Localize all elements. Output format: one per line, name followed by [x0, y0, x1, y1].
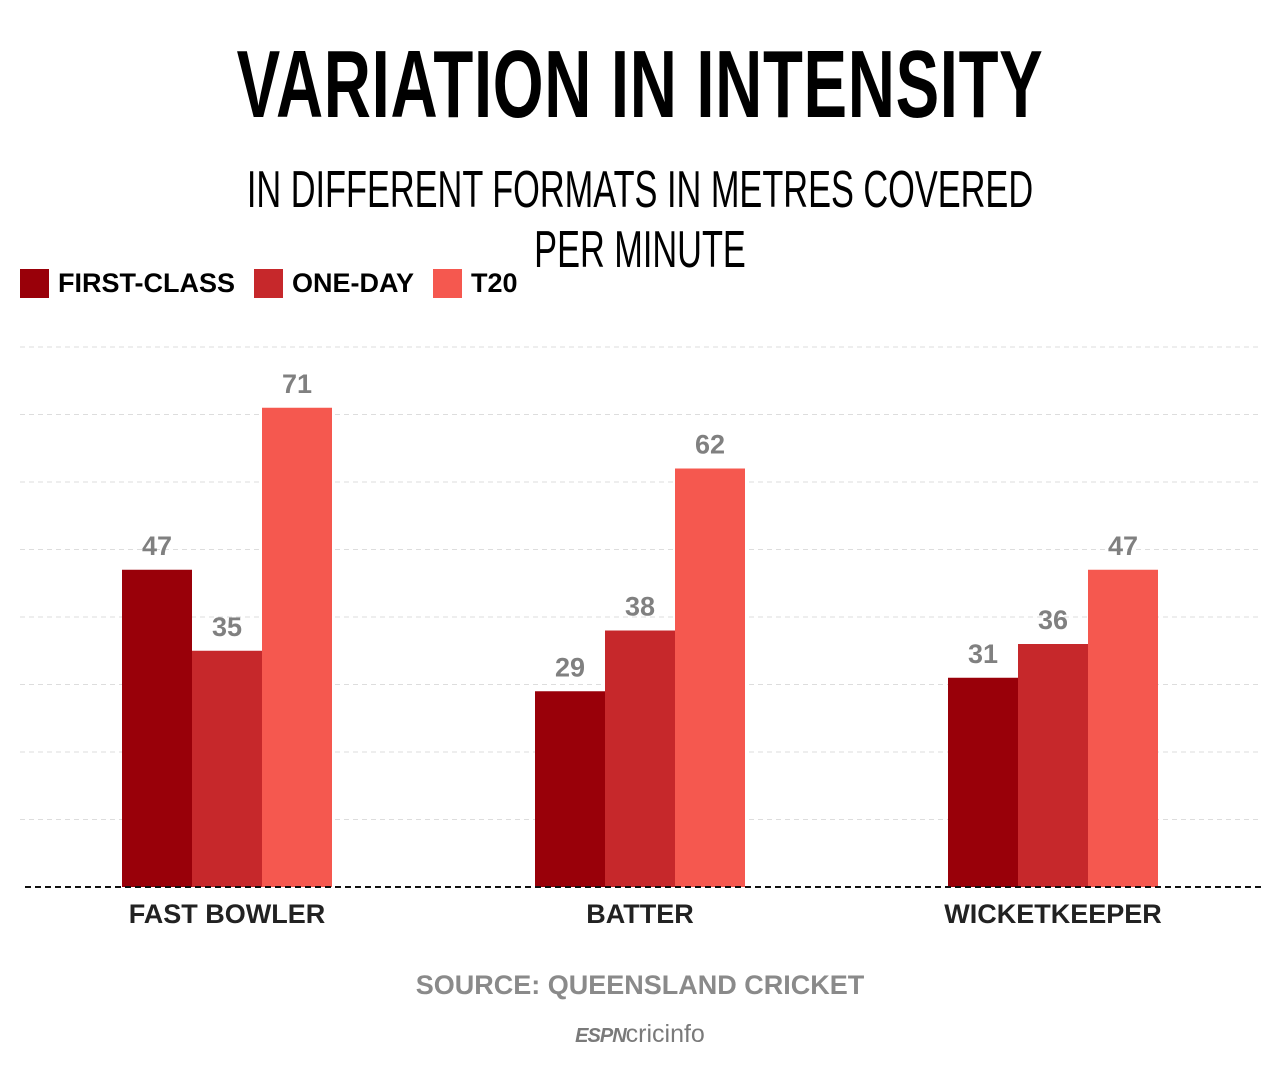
data-label: 38 — [625, 592, 655, 622]
legend-label: ONE-DAY — [292, 268, 415, 298]
legend-swatch — [433, 269, 463, 298]
bar-t20-wicketkeeper — [1088, 569, 1158, 887]
chart-title: VARIATION IN INTENSITY — [236, 31, 1044, 138]
legend-label: FIRST-CLASS — [58, 268, 236, 298]
category-label: WICKETKEEPER — [944, 899, 1162, 929]
category-label: FAST BOWLER — [129, 899, 326, 929]
espncricinfo-logo: ESPNcricinfo — [0, 1020, 1280, 1049]
bar-first-class-batter — [535, 691, 605, 887]
data-label: 71 — [282, 369, 312, 399]
data-label: 31 — [968, 639, 998, 669]
data-label: 62 — [695, 430, 725, 460]
data-label: 47 — [142, 531, 172, 561]
bar-t20-fast-bowler — [262, 407, 332, 887]
legend: FIRST-CLASS ONE-DAY T20 — [20, 268, 537, 299]
data-label: 29 — [555, 652, 585, 682]
logo-cricinfo: cricinfo — [625, 1020, 705, 1048]
category-label: BATTER — [586, 899, 694, 929]
data-label: 36 — [1038, 605, 1068, 635]
bar-one-day-fast-bowler — [192, 650, 262, 887]
logo-espn: ESPN — [575, 1025, 626, 1047]
legend-item-first-class: FIRST-CLASS — [20, 268, 235, 299]
bar-first-class-fast-bowler — [122, 569, 192, 887]
source-note: SOURCE: QUEENSLAND CRICKET — [415, 970, 865, 1000]
bar-t20-batter — [675, 468, 745, 887]
data-label: 35 — [212, 612, 242, 642]
bar-one-day-wicketkeeper — [1018, 644, 1088, 887]
legend-swatch — [254, 269, 284, 298]
legend-item-t20: T20 — [433, 268, 518, 299]
legend-item-one-day: ONE-DAY — [254, 268, 414, 299]
data-label: 47 — [1108, 531, 1138, 561]
legend-label: T20 — [471, 268, 518, 298]
bar-one-day-batter — [605, 630, 675, 887]
legend-swatch — [20, 269, 49, 298]
chart-subtitle: IN DIFFERENT FORMATS IN METRES COVERED P… — [246, 161, 1034, 279]
bar-first-class-wicketkeeper — [948, 677, 1018, 887]
